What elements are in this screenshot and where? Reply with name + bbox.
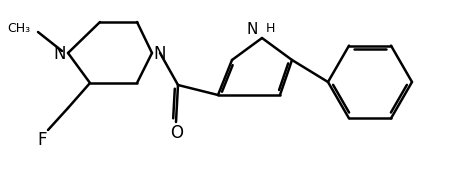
Text: N: N [246,22,258,36]
Text: H: H [265,22,275,35]
Text: F: F [37,131,47,149]
Text: CH₃: CH₃ [7,22,30,35]
Text: O: O [170,124,183,142]
Text: N: N [153,45,166,63]
Text: N: N [54,45,66,63]
